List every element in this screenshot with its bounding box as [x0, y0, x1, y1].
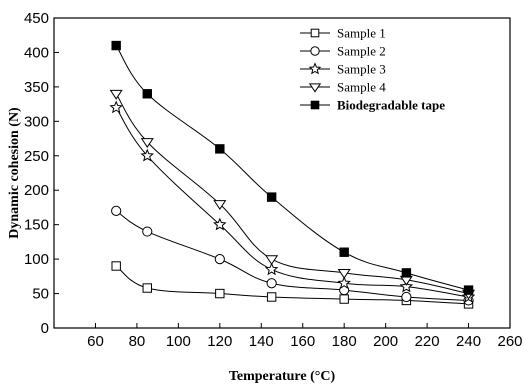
data-point — [399, 279, 414, 293]
data-point — [109, 89, 123, 100]
x-axis: 60 80 100 120 140 160 180 200 220 240 260 — [87, 323, 523, 350]
data-point — [214, 254, 225, 265]
x-tick-label: 120 — [207, 333, 232, 350]
legend-item: Sample 2 — [300, 44, 386, 59]
series-5 — [111, 40, 474, 295]
legend-item: Sample 1 — [300, 26, 386, 41]
data-point — [140, 138, 154, 148]
legend-label: Sample 1 — [337, 26, 386, 41]
data-point — [266, 292, 277, 302]
data-point — [215, 144, 225, 154]
y-tick-label: 450 — [24, 10, 49, 27]
data-point — [308, 62, 322, 75]
series-4 — [109, 89, 476, 300]
plot-frame — [53, 17, 511, 329]
data-point — [401, 268, 412, 278]
data-point — [140, 148, 155, 162]
series-3 — [109, 100, 476, 303]
series-line — [115, 107, 469, 298]
x-tick-label: 60 — [87, 333, 104, 350]
data-point — [339, 294, 349, 304]
legend-label: Sample 2 — [337, 44, 386, 59]
legend-item: Biodegradable tape — [300, 98, 445, 113]
y-axis-title: Dynamic cohesion (N) — [7, 107, 22, 239]
x-tick-label: 140 — [249, 333, 274, 350]
x-tick-label: 180 — [332, 333, 357, 350]
y-axis: 0 50 100 150 200 250 300 350 400 450 — [24, 10, 59, 337]
legend-label: Sample 3 — [337, 62, 386, 77]
data-point — [111, 261, 121, 271]
data-point — [339, 247, 349, 257]
x-tick-label: 100 — [166, 333, 191, 350]
legend-label: Sample 4 — [337, 80, 386, 95]
data-point — [266, 192, 277, 202]
x-tick-label: 220 — [415, 333, 440, 350]
data-point — [266, 278, 277, 289]
y-tick-label: 0 — [41, 320, 49, 337]
data-point — [310, 28, 320, 38]
y-tick-label: 50 — [32, 286, 49, 303]
y-tick-label: 350 — [24, 79, 49, 96]
x-tick-label: 200 — [373, 333, 398, 350]
series-2 — [111, 205, 474, 306]
legend-item: Sample 4 — [300, 80, 386, 95]
data-point — [265, 255, 279, 266]
data-point — [310, 100, 320, 110]
data-point — [213, 200, 227, 210]
data-point — [142, 226, 153, 237]
series-line — [115, 265, 469, 305]
legend: Sample 1 Sample 2 Sample 3 Sample 4 Biodegra… — [300, 26, 445, 113]
x-axis-title: Temperature (°C) — [229, 369, 336, 384]
y-tick-label: 400 — [24, 44, 49, 61]
x-tick-label: 80 — [129, 333, 146, 350]
series-line — [115, 45, 469, 291]
series-1 — [111, 261, 474, 309]
y-tick-label: 250 — [24, 148, 49, 165]
data-point — [310, 46, 320, 56]
x-tick-label: 260 — [497, 333, 522, 350]
data-point — [215, 288, 225, 299]
data-point — [401, 291, 412, 303]
data-point — [142, 283, 152, 293]
data-point — [308, 83, 322, 93]
data-point — [109, 100, 123, 114]
data-point — [337, 276, 351, 289]
data-point — [337, 269, 351, 279]
y-tick-label: 200 — [24, 182, 49, 199]
data-point — [142, 89, 152, 99]
series-line — [115, 93, 469, 295]
plot-border — [53, 17, 511, 329]
y-tick-label: 100 — [24, 251, 49, 268]
legend-item: Sample 3 — [300, 62, 386, 77]
y-tick-label: 150 — [24, 217, 49, 234]
data-point — [264, 262, 279, 276]
x-tick-label: 160 — [290, 333, 315, 350]
legend-label: Biodegradable tape — [337, 98, 445, 113]
y-tick-label: 300 — [24, 113, 49, 130]
data-point — [213, 217, 227, 231]
data-point — [463, 285, 474, 295]
data-point — [111, 40, 121, 51]
x-tick-label: 240 — [456, 333, 481, 350]
data-point — [111, 205, 122, 216]
series-line — [115, 210, 469, 301]
series-layer — [109, 40, 476, 309]
